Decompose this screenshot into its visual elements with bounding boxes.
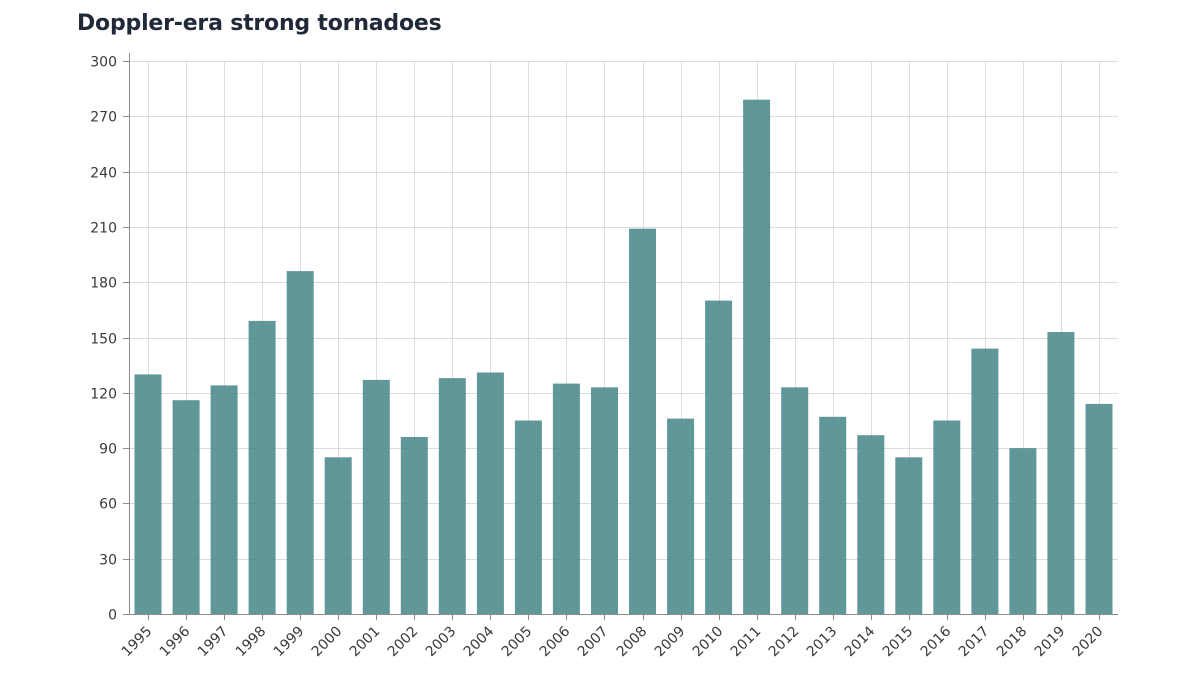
- x-tick-label: 2017: [956, 624, 993, 661]
- x-tick-label: 1999: [271, 624, 308, 661]
- x-tick-label: 2001: [347, 624, 384, 661]
- x-tick-label: 2008: [614, 624, 651, 661]
- x-tick-label: 2015: [880, 624, 917, 661]
- x-tick-label: 2003: [423, 624, 460, 661]
- x-tick-label: 2012: [766, 624, 803, 661]
- y-tick-label: 90: [99, 442, 117, 458]
- bar-2000: [324, 457, 352, 614]
- bar-2007: [591, 387, 618, 614]
- bar-2002: [400, 437, 428, 614]
- y-tick-label: 210: [90, 221, 117, 237]
- bar-2008: [629, 228, 656, 614]
- x-tick-label: 2005: [499, 624, 536, 661]
- bar-2003: [438, 378, 466, 614]
- bar-1998: [248, 320, 276, 614]
- bar-2019: [1047, 332, 1075, 614]
- x-tick-label: 2020: [1070, 624, 1107, 661]
- x-tick-label: 2002: [385, 624, 422, 661]
- y-tick-label: 30: [99, 553, 117, 569]
- x-tick-label: 2018: [994, 624, 1031, 661]
- bar-2005: [514, 420, 542, 614]
- bar-2010: [705, 300, 733, 614]
- x-tick-label: 2007: [575, 624, 612, 661]
- y-tick-label: 60: [99, 497, 117, 513]
- x-tick-label: 1996: [157, 623, 194, 660]
- x-tick-label: 2013: [804, 624, 841, 661]
- bar-2018: [1009, 448, 1037, 614]
- y-tick-label: 150: [90, 332, 117, 348]
- bar-2014: [857, 435, 885, 614]
- chart-title: Doppler-era strong tornadoes: [77, 11, 442, 36]
- x-tick-label: 2014: [842, 623, 879, 660]
- bar-2011: [743, 99, 771, 614]
- y-tick-label: 120: [90, 387, 117, 403]
- bar-1999: [286, 271, 314, 614]
- x-tick-label: 1995: [119, 624, 156, 661]
- x-tick-label: 2006: [537, 623, 574, 660]
- bar-1996: [172, 400, 200, 614]
- y-tick-label: 270: [90, 110, 117, 126]
- bar-2006: [552, 383, 580, 614]
- bar-2009: [667, 418, 695, 614]
- bar-1995: [134, 374, 162, 614]
- grid: [129, 61, 1118, 614]
- x-tick-label: 2019: [1032, 624, 1069, 661]
- x-tick-label: 2000: [309, 624, 346, 661]
- x-tick-label: 2009: [652, 624, 689, 661]
- bar-2017: [971, 348, 999, 614]
- bar-2004: [476, 372, 504, 614]
- y-tick-label: 0: [108, 608, 117, 624]
- bars: [134, 99, 1113, 614]
- bar-2015: [895, 457, 923, 614]
- bar-2013: [819, 416, 847, 614]
- y-tick-label: 180: [90, 276, 117, 292]
- bar-2020: [1085, 403, 1113, 614]
- x-tick-label: 1997: [195, 624, 232, 661]
- x-tick-label: 2004: [461, 623, 498, 660]
- x-tick-label: 2010: [690, 624, 727, 661]
- bar-2012: [781, 387, 809, 614]
- bar-1997: [210, 385, 238, 614]
- bar-2016: [933, 420, 961, 614]
- y-tick-label: 240: [90, 166, 117, 182]
- x-tick-label: 2016: [918, 623, 955, 660]
- axes: [123, 53, 1118, 620]
- x-tick-label: 2011: [728, 624, 765, 661]
- y-tick-label: 300: [90, 55, 117, 71]
- x-tick-label: 1998: [233, 624, 270, 661]
- bar-2001: [362, 379, 390, 614]
